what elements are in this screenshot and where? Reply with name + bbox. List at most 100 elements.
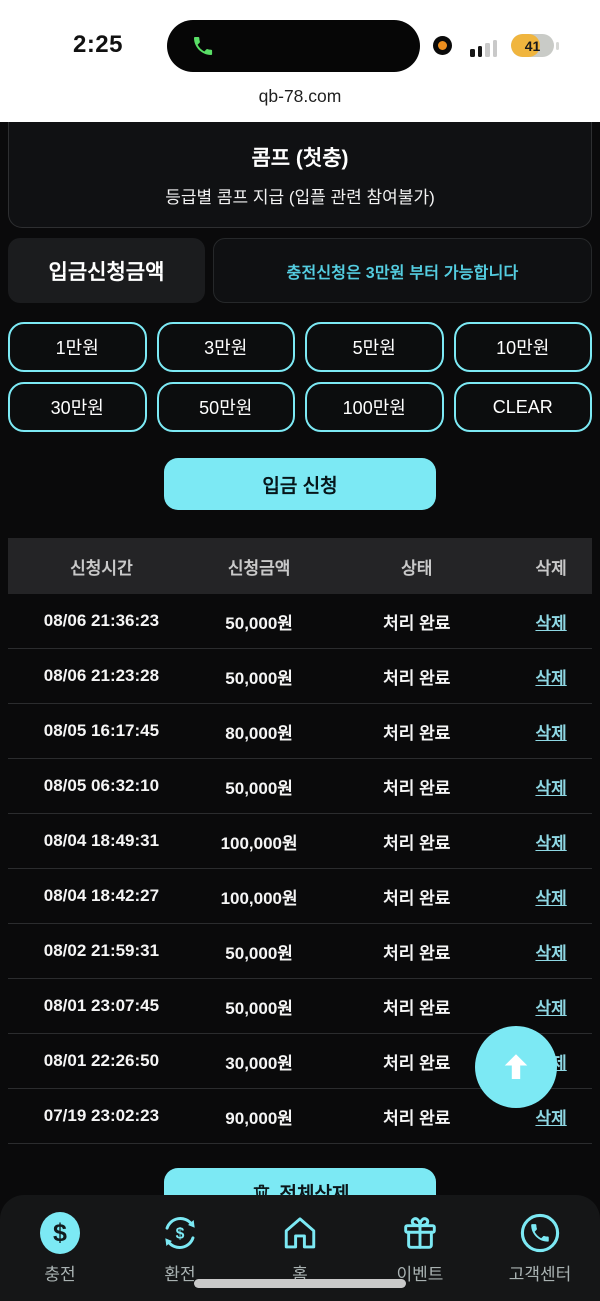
signal-strength-icon [470,39,497,57]
cell-status: 처리 완료 [383,613,451,633]
delete-link[interactable]: 삭제 [535,668,567,688]
battery-percent: 41 [524,37,541,54]
cell-request-time: 08/01 23:07:45 [43,996,160,1015]
deposit-submit-button[interactable]: 입금 신청 [164,458,436,510]
amount-button[interactable]: 1만원 [8,322,147,372]
delete-link[interactable]: 삭제 [535,613,567,633]
cell-status: 처리 완료 [383,1108,451,1128]
delete-link[interactable]: 삭제 [535,833,567,853]
cell-request-amount: 100,000원 [220,888,298,908]
home-icon [284,1217,316,1249]
table-row: 08/05 06:32:10 50,000원 처리 완료 삭제 [8,759,592,814]
nav-item-events[interactable]: 이벤트 [365,1212,475,1285]
deposit-history-table: 신청시간 신청금액 상태 삭제 08/06 21:36:23 50,000원 처… [8,538,592,1144]
table-row: 08/05 16:17:45 80,000원 처리 완료 삭제 [8,704,592,759]
amount-button[interactable]: 5만원 [305,322,444,372]
cell-request-time: 08/01 22:26:50 [43,1051,160,1070]
cell-request-time: 08/04 18:49:31 [43,831,160,850]
cell-request-amount: 50,000원 [225,943,293,963]
delete-link[interactable]: 삭제 [535,888,567,908]
table-row: 08/01 23:07:45 50,000원 처리 완료 삭제 [8,979,592,1034]
cell-request-amount: 30,000원 [225,1053,293,1073]
cell-request-time: 07/19 23:02:23 [43,1106,160,1125]
amount-button[interactable]: 30만원 [8,382,147,432]
nav-label-support: 고객센터 [508,1265,572,1284]
battery-icon: 41 [511,34,554,57]
comp-title: 콤프 (첫충) [251,146,349,170]
cell-status: 처리 완료 [383,943,451,963]
scroll-to-top-button[interactable] [475,1026,557,1108]
nav-item-home[interactable]: 홈 [245,1212,355,1285]
gift-icon [404,1217,436,1249]
cell-request-time: 08/06 21:36:23 [43,611,160,630]
table-header-row: 신청시간 신청금액 상태 삭제 [8,538,592,594]
nav-label-exchange: 환전 [164,1265,196,1284]
deposit-header-row: 입금신청금액 충전신청은 3만원 부터 가능합니다 [8,238,592,303]
nav-item-exchange[interactable]: $ 환전 [125,1212,235,1285]
cell-status: 처리 완료 [383,998,451,1018]
cell-status: 처리 완료 [383,833,451,853]
cell-status: 처리 완료 [383,668,451,688]
comp-subtitle: 등급별 콤프 지급 (입플 관련 참여불가) [165,187,435,207]
clock: 2:25 [72,31,124,58]
battery-nub [556,42,559,50]
delete-link[interactable]: 삭제 [535,778,567,798]
delete-link[interactable]: 삭제 [535,723,567,743]
cell-status: 처리 완료 [383,1053,451,1073]
arrow-up-icon [504,1054,528,1079]
col-time: 신청시간 [70,558,133,578]
recording-indicator-icon [433,36,452,55]
cell-request-amount: 50,000원 [225,668,293,688]
delete-link[interactable]: 삭제 [535,1108,567,1128]
table-row: 08/04 18:42:27 100,000원 처리 완료 삭제 [8,869,592,924]
cell-request-amount: 90,000원 [225,1108,293,1128]
cell-request-amount: 50,000원 [225,778,293,798]
nav-item-charge[interactable]: $ 충전 [5,1212,115,1285]
cell-request-time: 08/04 18:42:27 [43,886,160,905]
phone-call-icon [194,37,213,55]
page-content: 콤프 (첫충) 등급별 콤프 지급 (입플 관련 참여불가) 입금신청금액 충전… [0,122,600,1216]
exchange-dollar-icon: $ [165,1217,195,1249]
table-row: 07/19 23:02:23 90,000원 처리 완료 삭제 [8,1089,592,1144]
table-row: 08/02 21:59:31 50,000원 처리 완료 삭제 [8,924,592,979]
deposit-amount-label: 입금신청금액 [8,238,205,303]
cell-request-amount: 100,000원 [220,833,298,853]
coin-dollar-icon: $ [40,1212,80,1254]
cell-request-time: 08/06 21:23:28 [43,666,160,685]
cell-status: 처리 완료 [383,778,451,798]
bottom-nav: $ 충전 $ 환전 [0,1195,600,1301]
col-delete: 삭제 [535,558,567,578]
dynamic-island-call-pill[interactable] [167,20,420,72]
amount-button[interactable]: 3만원 [156,322,295,372]
delete-link[interactable]: 삭제 [535,943,567,963]
cell-request-amount: 50,000원 [225,613,293,633]
amount-button[interactable]: 100만원 [305,382,444,432]
cell-request-amount: 80,000원 [225,723,293,743]
cell-status: 처리 완료 [383,888,451,908]
amount-button[interactable]: 50만원 [156,382,295,432]
amount-button[interactable]: 10만원 [453,322,592,372]
nav-label-events: 이벤트 [396,1265,444,1284]
amount-grid: 1만원 3만원 5만원 10만원 30만원 50만원 100만원 CLEAR [8,322,592,432]
comp-notice-card: 콤프 (첫충) 등급별 콤프 지급 (입플 관련 참여불가) [8,122,592,228]
address-bar[interactable]: qb-78.com [258,86,342,106]
phone-circle-icon [520,1213,560,1253]
col-status: 상태 [401,558,433,578]
amount-button[interactable]: CLEAR [453,382,592,432]
cell-request-time: 08/05 16:17:45 [43,721,160,740]
deposit-minimum-notice: 충전신청은 3만원 부터 가능합니다 [213,238,592,303]
table-body: 08/06 21:36:23 50,000원 처리 완료 삭제 08/06 21… [8,594,592,1144]
nav-item-support[interactable]: 고객센터 [485,1212,595,1285]
status-bar: 2:25 41 qb-78.com [0,0,600,122]
nav-label-charge: 충전 [44,1265,76,1284]
cell-request-time: 08/02 21:59:31 [43,941,160,960]
cell-request-time: 08/05 06:32:10 [43,776,160,795]
home-indicator[interactable] [194,1279,406,1288]
svg-text:$: $ [176,1225,185,1242]
delete-link[interactable]: 삭제 [535,998,567,1018]
cell-status: 처리 완료 [383,723,451,743]
cell-request-amount: 50,000원 [225,998,293,1018]
col-amount: 신청금액 [227,558,291,578]
table-row: 08/06 21:23:28 50,000원 처리 완료 삭제 [8,649,592,704]
